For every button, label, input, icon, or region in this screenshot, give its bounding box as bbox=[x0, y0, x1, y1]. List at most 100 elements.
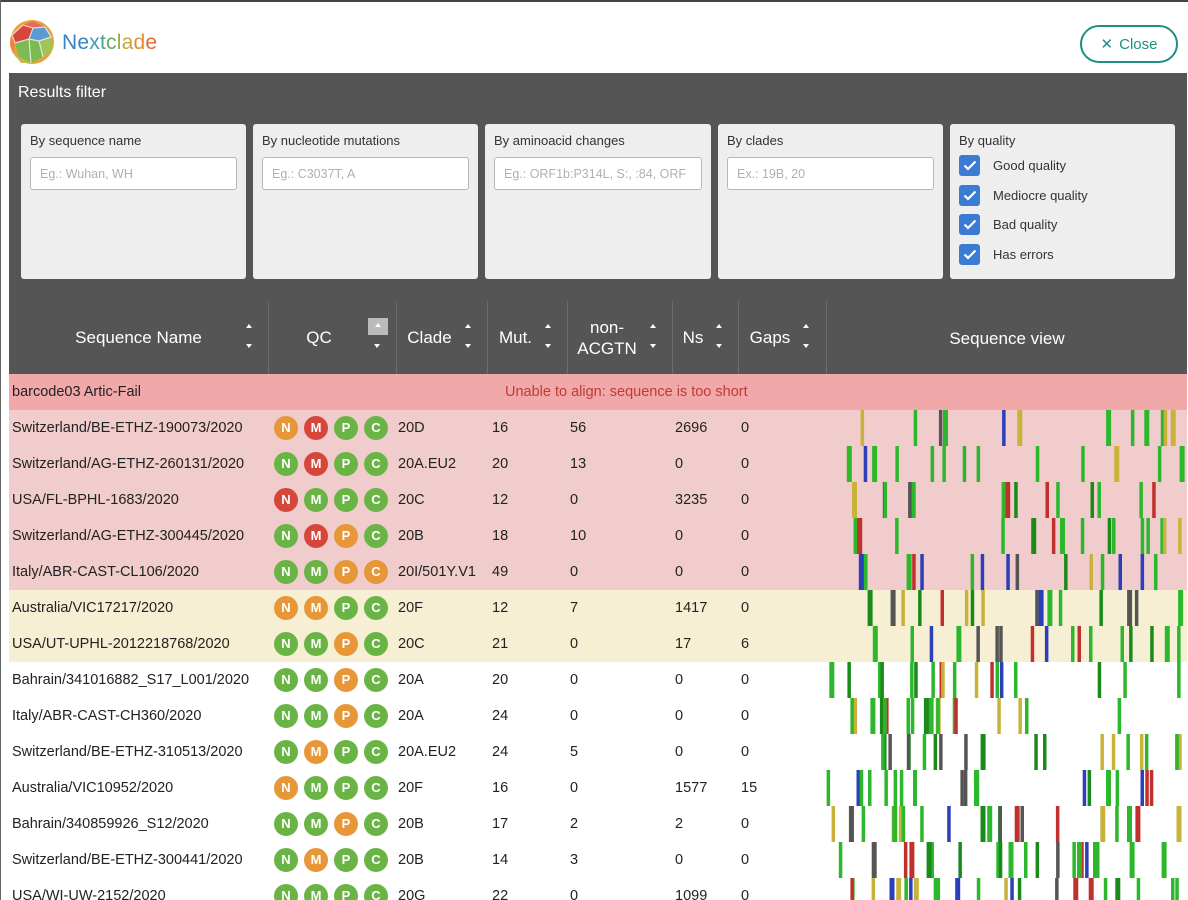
qc-badge[interactable]: P bbox=[334, 668, 358, 692]
mutation-mark[interactable] bbox=[904, 878, 908, 900]
mutation-mark[interactable] bbox=[930, 842, 935, 878]
mutation-mark[interactable] bbox=[1035, 590, 1039, 626]
qc-badge[interactable]: P bbox=[334, 884, 358, 900]
sequence-view[interactable] bbox=[826, 770, 1187, 806]
mutation-mark[interactable] bbox=[938, 410, 943, 446]
mutation-mark[interactable] bbox=[910, 662, 914, 698]
table-row[interactable]: Australia/VIC10952/2020 N M P C 20F 16 0 1577 15 bbox=[9, 770, 1187, 806]
mutation-mark[interactable] bbox=[1178, 590, 1184, 626]
mutation-mark[interactable] bbox=[1106, 410, 1112, 446]
mutation-mark[interactable] bbox=[943, 410, 948, 446]
qc-badge[interactable]: P bbox=[334, 848, 358, 872]
qc-badge[interactable]: N bbox=[274, 452, 298, 476]
table-row[interactable]: Italy/ABR-CAST-CH360/2020 N M P C 20A 24 0 0 0 bbox=[9, 698, 1187, 734]
mutation-mark[interactable] bbox=[1081, 446, 1085, 482]
mutation-mark[interactable] bbox=[1090, 482, 1095, 518]
mutation-mark[interactable] bbox=[931, 662, 935, 698]
mutation-mark[interactable] bbox=[1010, 878, 1014, 900]
mutation-mark[interactable] bbox=[1118, 554, 1123, 590]
qc-badge[interactable]: N bbox=[274, 776, 298, 800]
qc-badge[interactable]: N bbox=[274, 668, 298, 692]
mutation-mark[interactable] bbox=[999, 662, 1004, 698]
mutation-mark[interactable] bbox=[910, 482, 916, 518]
mutation-mark[interactable] bbox=[1017, 878, 1022, 900]
column-header-ns[interactable]: Ns bbox=[673, 301, 739, 374]
mutation-mark[interactable] bbox=[1080, 518, 1085, 554]
mutation-mark[interactable] bbox=[998, 842, 1003, 878]
mutation-mark[interactable] bbox=[1060, 518, 1065, 554]
sequence-view[interactable] bbox=[826, 734, 1187, 770]
qc-badge[interactable]: C bbox=[364, 632, 388, 656]
qc-badge[interactable]: C bbox=[364, 812, 388, 836]
qc-badge[interactable]: C bbox=[364, 452, 388, 476]
mutation-mark[interactable] bbox=[1176, 734, 1182, 770]
mutation-mark[interactable] bbox=[1020, 806, 1025, 842]
mutation-mark[interactable] bbox=[970, 554, 975, 590]
mutation-mark[interactable] bbox=[913, 410, 918, 446]
mutation-mark[interactable] bbox=[1072, 842, 1076, 878]
qc-badge[interactable]: N bbox=[274, 488, 298, 512]
mutation-mark[interactable] bbox=[947, 806, 951, 842]
mutation-mark[interactable] bbox=[1170, 410, 1176, 446]
mutation-mark[interactable] bbox=[883, 482, 888, 518]
sequence-view[interactable] bbox=[826, 806, 1187, 842]
column-header-sequence-name[interactable]: Sequence Name bbox=[9, 301, 269, 374]
mutation-mark[interactable] bbox=[883, 698, 887, 734]
mutation-mark[interactable] bbox=[870, 698, 876, 734]
mutation-mark[interactable] bbox=[974, 770, 978, 806]
qc-badge[interactable]: C bbox=[364, 884, 388, 900]
mutation-mark[interactable] bbox=[826, 770, 831, 806]
mutation-mark[interactable] bbox=[920, 554, 924, 590]
mutation-mark[interactable] bbox=[1154, 554, 1158, 590]
mutation-mark[interactable] bbox=[1018, 698, 1022, 734]
sequence-view[interactable] bbox=[826, 446, 1187, 482]
mutation-mark[interactable] bbox=[899, 770, 904, 806]
mutation-mark[interactable] bbox=[1135, 806, 1141, 842]
bad-quality-checkbox[interactable]: Bad quality bbox=[959, 213, 1057, 235]
mutation-mark[interactable] bbox=[964, 590, 969, 626]
qc-badge[interactable]: M bbox=[304, 488, 328, 512]
mutation-mark[interactable] bbox=[955, 878, 961, 900]
qc-badge[interactable]: P bbox=[334, 704, 358, 728]
mutation-mark[interactable] bbox=[831, 806, 836, 842]
qc-badge[interactable]: M bbox=[304, 452, 328, 476]
mutation-mark[interactable] bbox=[858, 554, 864, 590]
sequence-view[interactable] bbox=[826, 878, 1187, 900]
clades-input[interactable] bbox=[727, 157, 934, 190]
mutation-mark[interactable] bbox=[922, 734, 927, 770]
mutation-mark[interactable] bbox=[1088, 878, 1094, 900]
mutation-mark[interactable] bbox=[1077, 842, 1082, 878]
mutation-mark[interactable] bbox=[879, 698, 884, 734]
mutation-mark[interactable] bbox=[1085, 842, 1089, 878]
mutation-mark[interactable] bbox=[908, 482, 912, 518]
qc-badge[interactable]: N bbox=[274, 416, 298, 440]
mutation-mark[interactable] bbox=[1129, 626, 1133, 662]
mutation-mark[interactable] bbox=[1130, 410, 1135, 446]
qc-badge[interactable]: N bbox=[274, 560, 298, 584]
table-row[interactable]: Italy/ABR-CAST-CL106/2020 N M P C 20I/501Y.V1… bbox=[9, 554, 1187, 590]
mutation-mark[interactable] bbox=[853, 518, 859, 554]
mutation-mark[interactable] bbox=[1034, 734, 1038, 770]
mutation-mark[interactable] bbox=[1093, 842, 1097, 878]
mutation-mark[interactable] bbox=[952, 662, 957, 698]
sequence-view[interactable] bbox=[826, 518, 1187, 554]
mutation-mark[interactable] bbox=[1047, 590, 1053, 626]
mutation-mark[interactable] bbox=[847, 662, 851, 698]
mutation-mark[interactable] bbox=[1179, 446, 1185, 482]
mutation-mark[interactable] bbox=[1024, 842, 1028, 878]
mutation-mark[interactable] bbox=[1058, 590, 1063, 626]
mutation-mark[interactable] bbox=[1014, 806, 1020, 842]
mutation-mark[interactable] bbox=[893, 770, 898, 806]
mutation-mark[interactable] bbox=[1100, 806, 1106, 842]
qc-badge[interactable]: P bbox=[334, 488, 358, 512]
qc-badge[interactable]: M bbox=[304, 524, 328, 548]
mutation-mark[interactable] bbox=[880, 662, 884, 698]
mutation-mark[interactable] bbox=[892, 806, 898, 842]
mutation-mark[interactable] bbox=[1115, 770, 1120, 806]
mutation-mark[interactable] bbox=[1038, 590, 1044, 626]
mutation-mark[interactable] bbox=[850, 698, 854, 734]
close-button[interactable]: ✕ Close bbox=[1080, 25, 1178, 63]
mutation-mark[interactable] bbox=[906, 698, 911, 734]
mutation-mark[interactable] bbox=[1077, 626, 1082, 662]
mutation-mark[interactable] bbox=[871, 842, 877, 878]
